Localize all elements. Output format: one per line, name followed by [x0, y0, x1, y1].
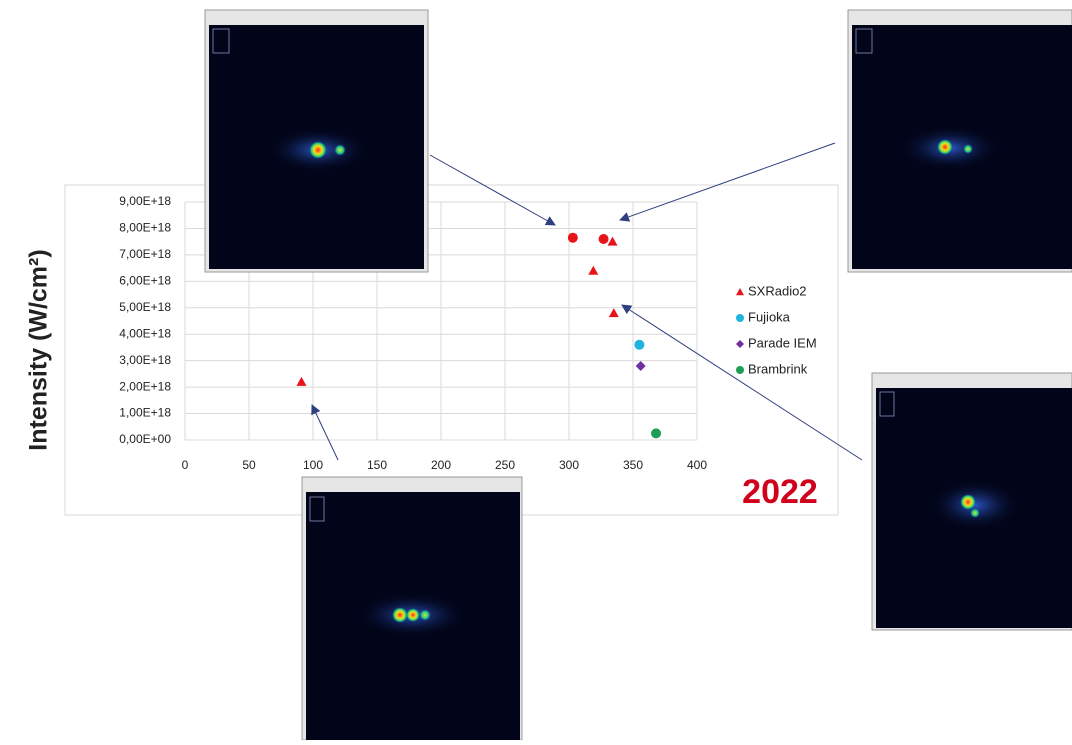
y-tick-label: 3,00E+18	[119, 353, 171, 367]
legend-marker	[736, 366, 744, 374]
x-tick-label: 200	[431, 458, 451, 472]
y-tick-label: 9,00E+18	[119, 194, 171, 208]
x-tick-label: 250	[495, 458, 515, 472]
marker	[651, 428, 661, 438]
x-tick-label: 300	[559, 458, 579, 472]
x-tick-label: 50	[242, 458, 256, 472]
x-tick-label: 150	[367, 458, 387, 472]
y-tick-label: 8,00E+18	[119, 221, 171, 235]
beam-image	[848, 10, 1072, 272]
legend-label: Brambrink	[748, 361, 808, 376]
legend-label: Parade IEM	[748, 335, 817, 350]
x-tick-label: 0	[182, 458, 189, 472]
slide: 0,00E+00 1,00E+18 2,00E+18 3,00E+18 4,00E+18…	[0, 0, 1072, 740]
marker	[634, 340, 644, 350]
y-tick-label: 6,00E+18	[119, 274, 171, 288]
y-tick-label: 2,00E+18	[119, 379, 171, 393]
x-tick-label: 100	[303, 458, 323, 472]
y-axis-title: Intensity (W/cm²)	[25, 249, 53, 450]
year-annotation: 2022	[742, 473, 818, 511]
x-tick-label: 400	[687, 458, 707, 472]
y-tick-label: 4,00E+18	[119, 326, 171, 340]
x-tick-label: 350	[623, 458, 643, 472]
beam-image	[872, 373, 1072, 630]
y-tick-label: 0,00E+00	[119, 432, 171, 446]
beam-image	[302, 477, 522, 740]
legend-label: Fujioka	[748, 309, 791, 324]
y-tick-label: 1,00E+18	[119, 406, 171, 420]
beam-image	[205, 10, 428, 272]
y-tick-label: 7,00E+18	[119, 247, 171, 261]
y-tick-label: 5,00E+18	[119, 300, 171, 314]
marker	[599, 234, 609, 244]
legend-marker	[736, 314, 744, 322]
marker	[568, 233, 578, 243]
legend-label: SXRadio2	[748, 283, 807, 298]
